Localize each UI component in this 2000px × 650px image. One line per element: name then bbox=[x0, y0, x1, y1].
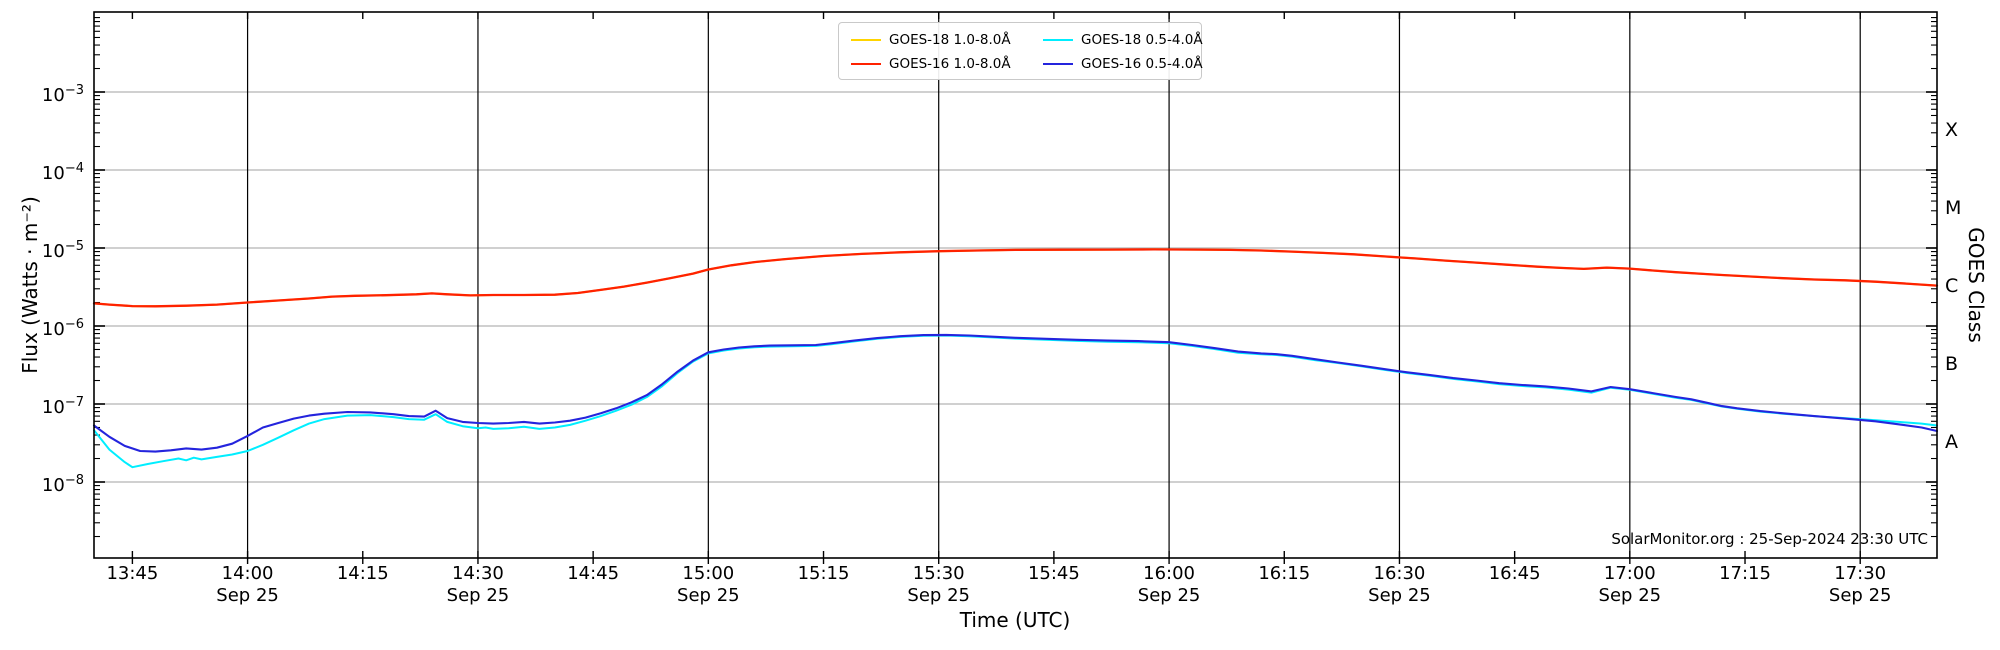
legend-label: GOES-18 0.5-4.0Å bbox=[1081, 32, 1203, 48]
y-tick-label: 10−3 bbox=[41, 83, 84, 106]
x-tick-label: 17:30 Sep 25 bbox=[1795, 563, 1925, 607]
x-tick-label: 13:45 bbox=[106, 563, 159, 584]
right-axis-title: GOES Class bbox=[1964, 227, 1988, 343]
y-tick-label: 10−7 bbox=[41, 395, 84, 418]
x-tick-label: 17:00 Sep 25 bbox=[1565, 563, 1695, 607]
x-tick-label: 16:30 Sep 25 bbox=[1334, 563, 1464, 607]
x-tick-label: 16:15 bbox=[1258, 563, 1311, 584]
legend-label: GOES-18 1.0-8.0Å bbox=[889, 32, 1011, 48]
y-tick-label: 10−5 bbox=[41, 239, 84, 262]
legend-swatch-goes18-long bbox=[851, 39, 881, 41]
x-tick-label: 15:15 bbox=[797, 563, 850, 584]
plot-frame bbox=[93, 11, 1938, 559]
x-tick-label: 14:00 Sep 25 bbox=[183, 563, 313, 607]
x-tick-label: 16:00 Sep 25 bbox=[1104, 563, 1234, 607]
y-tick-label: 10−6 bbox=[41, 317, 84, 340]
goes-class-label: X bbox=[1945, 119, 1959, 141]
series-goes18-short bbox=[93, 334, 1938, 469]
x-tick-label: 15:30 Sep 25 bbox=[874, 563, 1004, 607]
x-tick-label: 15:45 bbox=[1027, 563, 1080, 584]
legend-label: GOES-16 1.0-8.0Å bbox=[889, 56, 1011, 72]
series-goes18-long bbox=[93, 248, 1938, 308]
legend-label: GOES-16 0.5-4.0Å bbox=[1081, 56, 1203, 72]
x-tick-label: 14:30 Sep 25 bbox=[413, 563, 543, 607]
watermark: SolarMonitor.org : 25-Sep-2024 23:30 UTC bbox=[1611, 530, 1928, 548]
series-goes16-short bbox=[92, 333, 1939, 453]
legend-swatch-goes18-short bbox=[1043, 39, 1073, 41]
x-tick-label: 17:15 bbox=[1719, 563, 1771, 584]
x-tick-sublabel: Sep 25 bbox=[1368, 585, 1431, 606]
goes-class-label: C bbox=[1945, 275, 1959, 297]
goes-class-label: A bbox=[1945, 431, 1958, 453]
x-tick-label: 14:15 bbox=[336, 563, 389, 584]
x-tick-sublabel: Sep 25 bbox=[1137, 585, 1201, 606]
goes-class-label: B bbox=[1945, 353, 1959, 375]
x-tick-sublabel: Sep 25 bbox=[907, 585, 970, 606]
x-tick-sublabel: Sep 25 bbox=[1828, 585, 1892, 606]
series-goes16-long bbox=[92, 248, 1939, 308]
x-tick-sublabel: Sep 25 bbox=[446, 585, 510, 606]
legend-item: GOES-18 0.5-4.0Å bbox=[1043, 30, 1203, 50]
legend-item: GOES-16 1.0-8.0Å bbox=[851, 54, 1011, 74]
legend-item: GOES-16 0.5-4.0Å bbox=[1043, 54, 1203, 74]
legend-item: GOES-18 1.0-8.0Å bbox=[851, 30, 1011, 50]
legend-swatch-goes16-short bbox=[1043, 63, 1073, 65]
x-tick-label: 14:45 bbox=[567, 563, 620, 584]
y-tick-label: 10−8 bbox=[41, 473, 84, 496]
x-tick-label: 15:00 Sep 25 bbox=[643, 563, 773, 607]
goes-class-label: M bbox=[1945, 197, 1962, 219]
y-axis-title: Flux (Watts · m⁻²) bbox=[18, 196, 42, 374]
x-tick-sublabel: Sep 25 bbox=[677, 585, 740, 606]
x-axis-title: Time (UTC) bbox=[959, 608, 1071, 632]
x-tick-label: 16:45 bbox=[1488, 563, 1541, 584]
y-tick-label: 10−4 bbox=[41, 161, 84, 184]
legend: GOES-18 1.0-8.0Å GOES-16 1.0-8.0Å GOES-18 … bbox=[838, 22, 1203, 80]
legend-swatch-goes16-long bbox=[851, 63, 881, 65]
x-tick-sublabel: Sep 25 bbox=[1598, 585, 1662, 606]
x-tick-sublabel: Sep 25 bbox=[216, 585, 279, 606]
